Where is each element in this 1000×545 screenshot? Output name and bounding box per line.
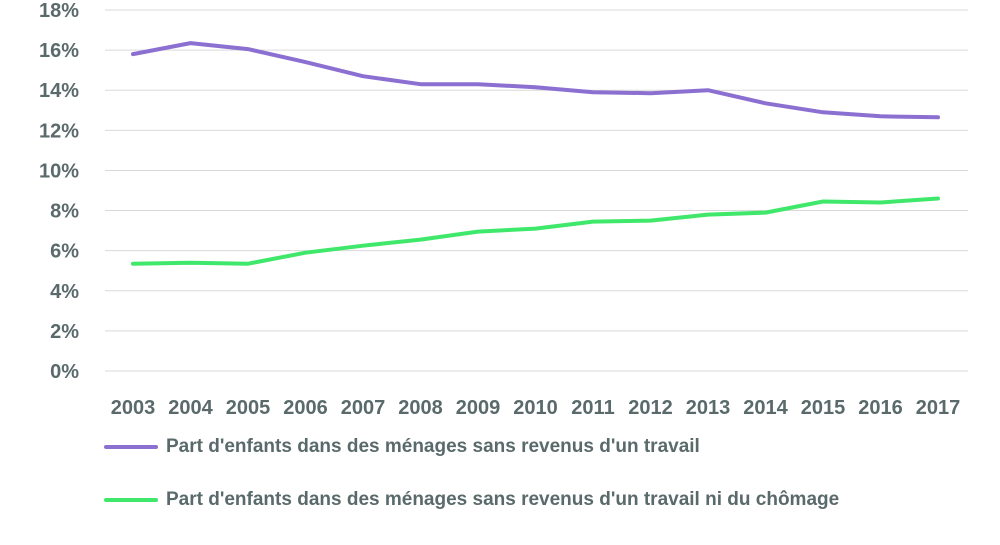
x-tick-label: 2008	[398, 397, 443, 419]
x-tick-label: 2007	[341, 397, 386, 419]
legend-swatch-series-1	[104, 445, 158, 449]
y-axis-ticks: 0% 2% 4% 6% 8% 10% 12% 14% 16% 18%	[39, 0, 79, 383]
x-tick-label: 2016	[858, 397, 903, 419]
x-tick-label: 2005	[226, 397, 271, 419]
y-tick-label: 10%	[39, 160, 79, 182]
x-tick-label: 2011	[571, 397, 614, 419]
x-tick-label: 2017	[916, 397, 961, 419]
x-tick-label: 2015	[801, 397, 846, 419]
x-tick-label: 2006	[283, 397, 328, 419]
y-tick-label: 4%	[50, 281, 79, 303]
x-tick-label: 2010	[513, 397, 558, 419]
y-tick-label: 18%	[39, 0, 79, 22]
x-tick-label: 2012	[628, 397, 673, 419]
x-tick-label: 2004	[168, 397, 213, 419]
y-tick-label: 16%	[39, 40, 79, 62]
legend-item-series-2: Part d'enfants dans des ménages sans rev…	[104, 489, 839, 511]
legend-label-series-2: Part d'enfants dans des ménages sans rev…	[166, 489, 840, 510]
gridlines	[105, 9, 968, 372]
x-tick-label: 2009	[456, 397, 501, 419]
x-axis-ticks: 2003 2004 2005 2006 2007 2008 2009 2010 2011 2012…	[111, 397, 961, 419]
series-line-2	[131, 196, 940, 266]
y-tick-label: 2%	[50, 321, 79, 343]
legend-swatch-series-2	[104, 498, 158, 502]
y-tick-label: 6%	[50, 241, 79, 263]
x-tick-label: 2014	[743, 397, 788, 419]
x-tick-label: 2003	[111, 397, 156, 419]
y-tick-label: 8%	[50, 201, 79, 223]
legend-item-series-1: Part d'enfants dans des ménages sans rev…	[104, 436, 700, 458]
y-tick-label: 0%	[50, 361, 79, 383]
legend-label-series-1: Part d'enfants dans des ménages sans rev…	[166, 436, 700, 457]
series-lines	[131, 41, 940, 266]
y-tick-label: 14%	[39, 80, 79, 102]
x-tick-label: 2013	[686, 397, 731, 419]
y-tick-label: 12%	[39, 120, 79, 142]
series-line-1	[131, 41, 940, 120]
